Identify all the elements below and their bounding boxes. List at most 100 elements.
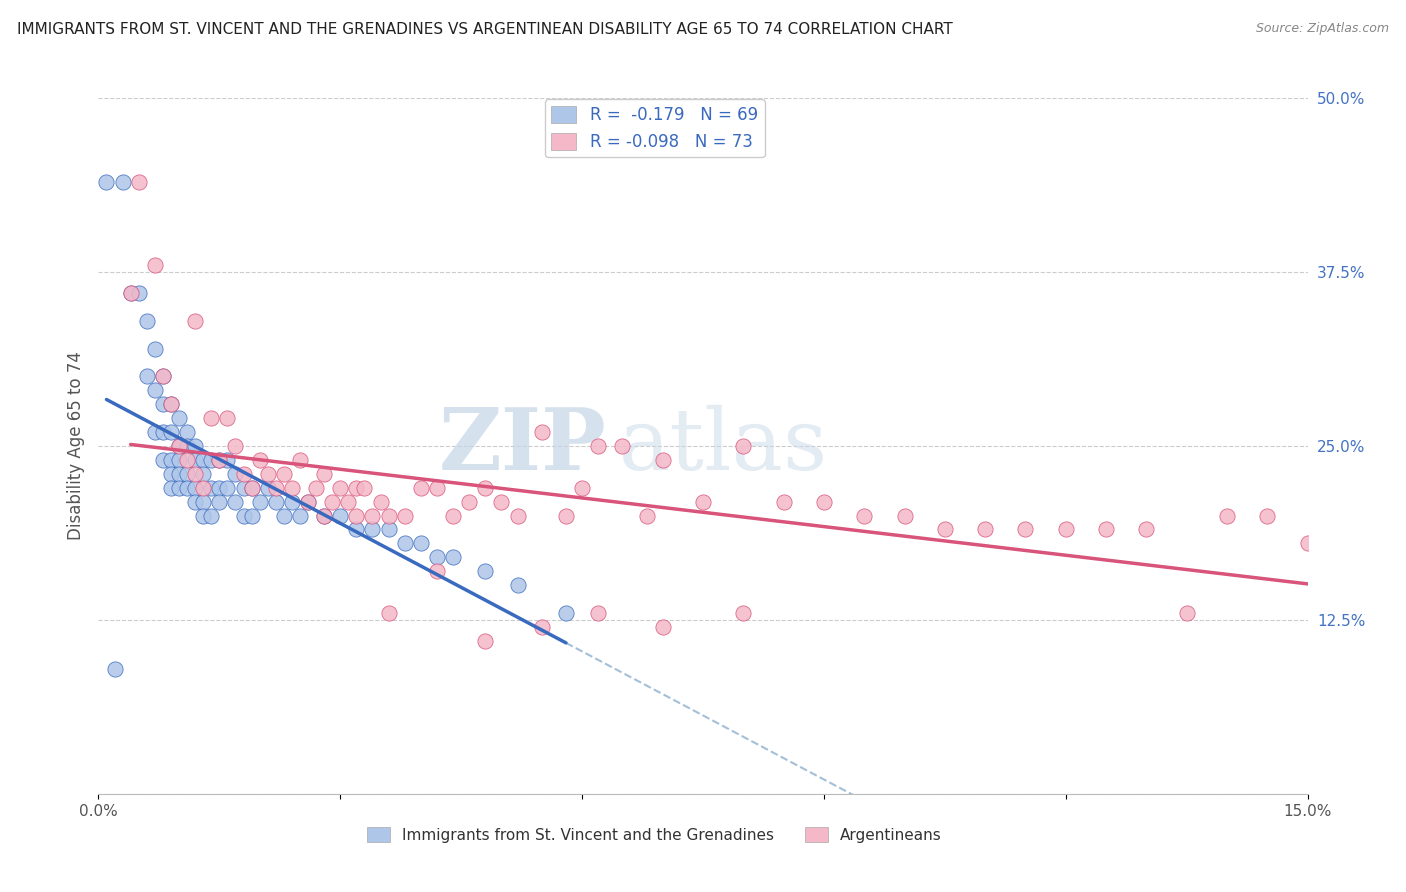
Point [160,453,183,467]
Point [249,494,271,508]
Text: IMMIGRANTS FROM ST. VINCENT AND THE GRENADINES VS ARGENTINEAN DISABILITY AGE 65 : IMMIGRANTS FROM ST. VINCENT AND THE GREN… [17,22,953,37]
Point [612,439,634,453]
Point [314,508,336,523]
Point [329,508,352,523]
Point [974,523,997,537]
Point [506,578,529,592]
Point [273,467,295,481]
Point [733,606,755,620]
Point [152,425,174,439]
Point [193,508,215,523]
Point [491,494,513,508]
Point [232,481,254,495]
Point [256,481,278,495]
Point [1054,523,1077,537]
Point [224,439,246,453]
Point [184,453,207,467]
Point [96,175,118,189]
Text: ZIP: ZIP [439,404,606,488]
Legend: Immigrants from St. Vincent and the Grenadines, Argentineans: Immigrants from St. Vincent and the Gren… [361,821,948,849]
Point [152,397,174,411]
Point [184,314,207,328]
Point [506,508,529,523]
Text: Source: ZipAtlas.com: Source: ZipAtlas.com [1256,22,1389,36]
Point [281,481,304,495]
Point [474,481,496,495]
Point [120,285,142,300]
Point [193,494,215,508]
Point [167,439,190,453]
Point [288,453,311,467]
Point [128,175,150,189]
Point [176,453,198,467]
Point [337,494,360,508]
Point [329,481,352,495]
Point [370,494,392,508]
Point [297,494,319,508]
Point [636,508,658,523]
Point [193,467,215,481]
Point [394,536,416,550]
Point [344,523,367,537]
Point [273,508,295,523]
Point [200,411,222,425]
Point [176,439,198,453]
Point [167,439,190,453]
Point [208,453,231,467]
Point [232,508,254,523]
Point [555,606,578,620]
Point [176,467,198,481]
Point [217,481,239,495]
Point [474,633,496,648]
Point [377,508,399,523]
Point [361,508,384,523]
Point [135,369,157,384]
Point [426,481,449,495]
Point [143,384,166,398]
Point [264,481,287,495]
Point [167,481,190,495]
Point [555,508,578,523]
Point [143,258,166,272]
Point [264,494,287,508]
Point [1256,508,1278,523]
Point [314,467,336,481]
Point [240,508,263,523]
Point [120,285,142,300]
Point [160,467,183,481]
Point [530,620,553,634]
Point [217,453,239,467]
Point [305,481,328,495]
Point [297,494,319,508]
Point [813,494,835,508]
Point [193,481,215,495]
Point [152,369,174,384]
Point [361,523,384,537]
Point [651,620,673,634]
Point [1216,508,1239,523]
Point [344,481,367,495]
Point [160,481,183,495]
Point [426,564,449,578]
Point [160,425,183,439]
Point [571,481,593,495]
Point [314,508,336,523]
Point [458,494,481,508]
Point [184,439,207,453]
Point [934,523,956,537]
Point [441,550,464,565]
Point [344,508,367,523]
Point [692,494,714,508]
Point [1014,523,1036,537]
Point [160,397,183,411]
Y-axis label: Disability Age 65 to 74: Disability Age 65 to 74 [66,351,84,541]
Point [111,175,134,189]
Point [256,467,278,481]
Point [152,453,174,467]
Point [772,494,794,508]
Point [249,453,271,467]
Point [200,453,222,467]
Point [853,508,876,523]
Point [224,467,246,481]
Point [208,494,231,508]
